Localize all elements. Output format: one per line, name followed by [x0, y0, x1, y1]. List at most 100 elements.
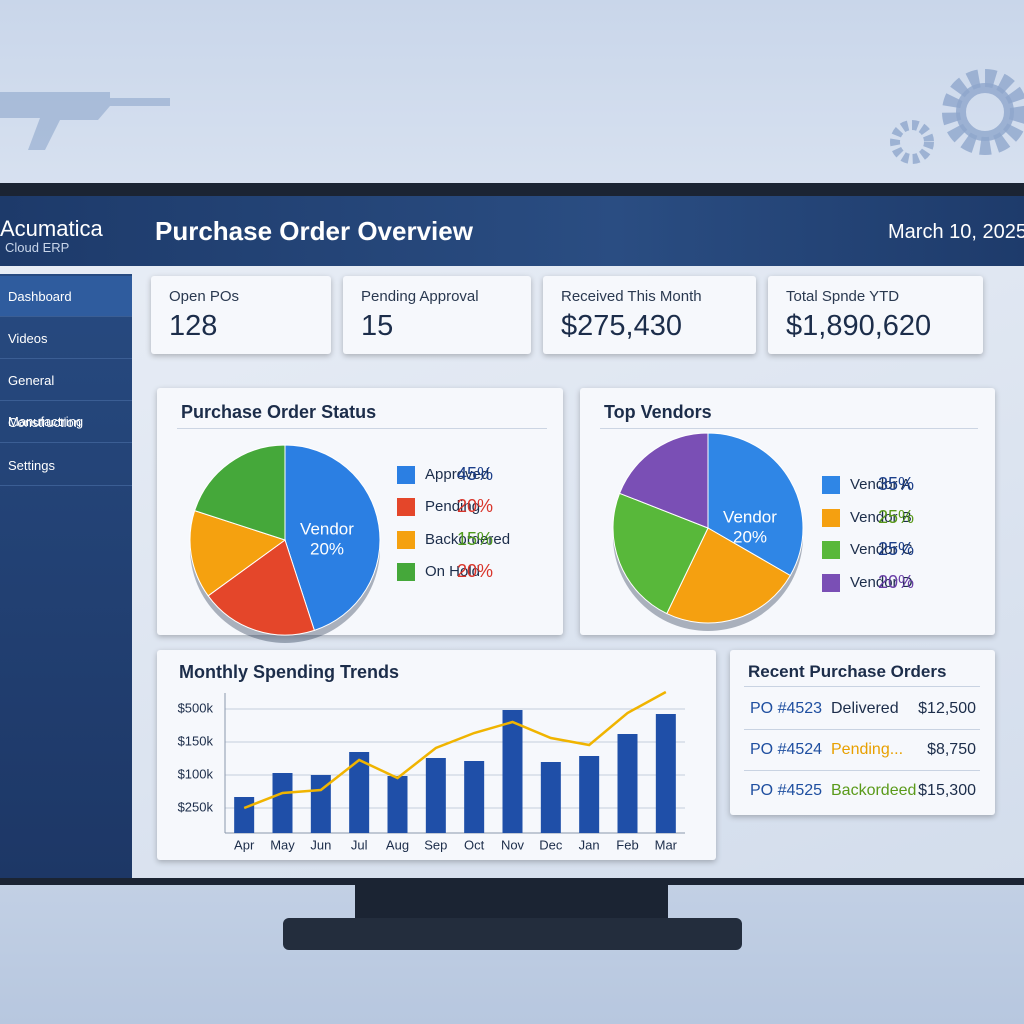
- pie-slice: [194, 444, 286, 541]
- legend-swatch: [397, 563, 415, 581]
- legend-swatch: [397, 531, 415, 549]
- po-status: Delivered: [831, 700, 899, 717]
- nav-item[interactable]: General Manufactring: [0, 360, 132, 429]
- x-tick-label: May: [270, 837, 295, 852]
- nav-item[interactable]: Videos: [0, 318, 132, 359]
- x-tick-label: Mar: [655, 837, 678, 852]
- bar: [349, 752, 370, 833]
- header: Acumatica Cloud ERP Purchase Order Overv…: [0, 196, 1024, 266]
- nav-item[interactable]: Settings: [0, 445, 132, 486]
- legend-swatch: [397, 466, 415, 484]
- bar: [617, 734, 638, 833]
- pie-slice: [612, 492, 709, 615]
- pie-annotation: 20%: [733, 527, 767, 546]
- kpi-value: $1,890,620: [786, 310, 932, 342]
- pie-slice: [207, 539, 315, 636]
- divider: [177, 428, 547, 429]
- pie-annotation: Vendor: [300, 519, 354, 538]
- legend-value: 20%: [457, 496, 493, 516]
- po-number: PO #4525: [750, 782, 823, 799]
- date: March 10, 2025: [888, 221, 1024, 243]
- nav-item[interactable]: Dashboard: [0, 276, 132, 317]
- x-tick-label: Oct: [464, 837, 485, 852]
- x-tick-label: Jan: [579, 837, 600, 852]
- legend-label: On Hold: [425, 563, 480, 580]
- kpi-card: Total Spnde YTD $1,890,620: [768, 276, 983, 354]
- order-row[interactable]: PO #4523 Delivered $12,500: [744, 689, 980, 730]
- brand-sub: Cloud ERP: [5, 240, 70, 255]
- bar: [540, 762, 561, 833]
- monitor-base: [283, 918, 742, 950]
- pie-annotation: Vendor: [723, 507, 777, 526]
- order-row[interactable]: PO #4525 Backordeed $15,300: [744, 771, 980, 811]
- legend-value: 45%: [457, 464, 493, 484]
- brand: Acumatica: [0, 216, 103, 241]
- po-status: Backordeed: [831, 782, 917, 799]
- divider: [744, 686, 980, 687]
- legend-value: 15%: [457, 529, 493, 549]
- legend-swatch: [397, 498, 415, 516]
- pie-slice: [707, 432, 804, 577]
- bar: [234, 797, 255, 833]
- pie-slice: [284, 444, 381, 631]
- nav-item[interactable]: Construction: [0, 402, 132, 443]
- y-tick-label: $100k: [178, 766, 214, 781]
- kpi-value: $275,430: [561, 310, 682, 342]
- x-tick-label: Apr: [234, 837, 255, 852]
- legend-label: Vendor C: [850, 541, 913, 558]
- po-amount: $8,750: [927, 741, 976, 758]
- legend-value: 20%: [457, 561, 493, 581]
- bar: [387, 776, 408, 833]
- panel-title: Top Vendors: [604, 402, 712, 422]
- legend-value: 25%: [878, 539, 914, 559]
- x-tick-label: Dec: [539, 837, 563, 852]
- po-number: PO #4524: [750, 741, 823, 758]
- legend-value: 25%: [878, 507, 914, 527]
- trend-line: [243, 690, 667, 810]
- kpi-card: Open POs 128: [151, 276, 331, 354]
- sidebar: Dashboard Videos General Manufactring Co…: [0, 274, 132, 878]
- panel: Recent Purchase Orders PO #4523 Delivere…: [730, 650, 995, 815]
- pie-slice: [618, 432, 709, 529]
- x-tick-label: Jul: [351, 837, 368, 852]
- x-tick-label: Feb: [616, 837, 638, 852]
- bar: [425, 758, 446, 833]
- kpi-label: Open POs: [169, 288, 240, 305]
- legend-swatch: [822, 509, 840, 527]
- legend-value: 35%: [878, 474, 914, 494]
- legend-swatch: [822, 476, 840, 494]
- pie-annotation: 20%: [310, 539, 344, 558]
- kpi-label: Received This Month: [561, 288, 702, 305]
- kpi-value: 15: [361, 310, 394, 342]
- bar: [464, 761, 485, 833]
- legend-label: Pending: [425, 498, 480, 515]
- legend-label: Vendor D: [850, 574, 913, 591]
- panel-title: Purchase Order Status: [181, 402, 377, 422]
- panel-title: Recent Purchase Orders: [748, 662, 947, 681]
- po-amount: $12,500: [918, 700, 976, 717]
- panel-title: Monthly Spending Trends: [179, 662, 399, 682]
- legend-value: 20%: [878, 572, 914, 592]
- x-tick-label: Aug: [386, 837, 409, 852]
- y-tick-label: $250k: [178, 799, 214, 814]
- po-number: PO #4523: [750, 700, 823, 717]
- y-tick-label: $500k: [178, 700, 214, 715]
- legend-label: Approved: [425, 466, 489, 483]
- order-row[interactable]: PO #4524 Pending... $8,750: [744, 730, 980, 771]
- pie-slice: [666, 527, 791, 624]
- po-amount: $15,300: [918, 782, 976, 799]
- kpi-card: Pending Approval 15: [343, 276, 531, 354]
- po-status: Pending...: [831, 741, 904, 758]
- legend-swatch: [822, 574, 840, 592]
- bar: [579, 756, 600, 833]
- y-tick-label: $150k: [178, 733, 214, 748]
- legend-label: Vendor A: [850, 476, 911, 493]
- bar: [502, 710, 523, 833]
- divider: [600, 428, 978, 429]
- bar: [272, 773, 293, 833]
- background-art: [0, 69, 1024, 164]
- legend-swatch: [822, 541, 840, 559]
- legend-label: Vendor B: [850, 509, 912, 526]
